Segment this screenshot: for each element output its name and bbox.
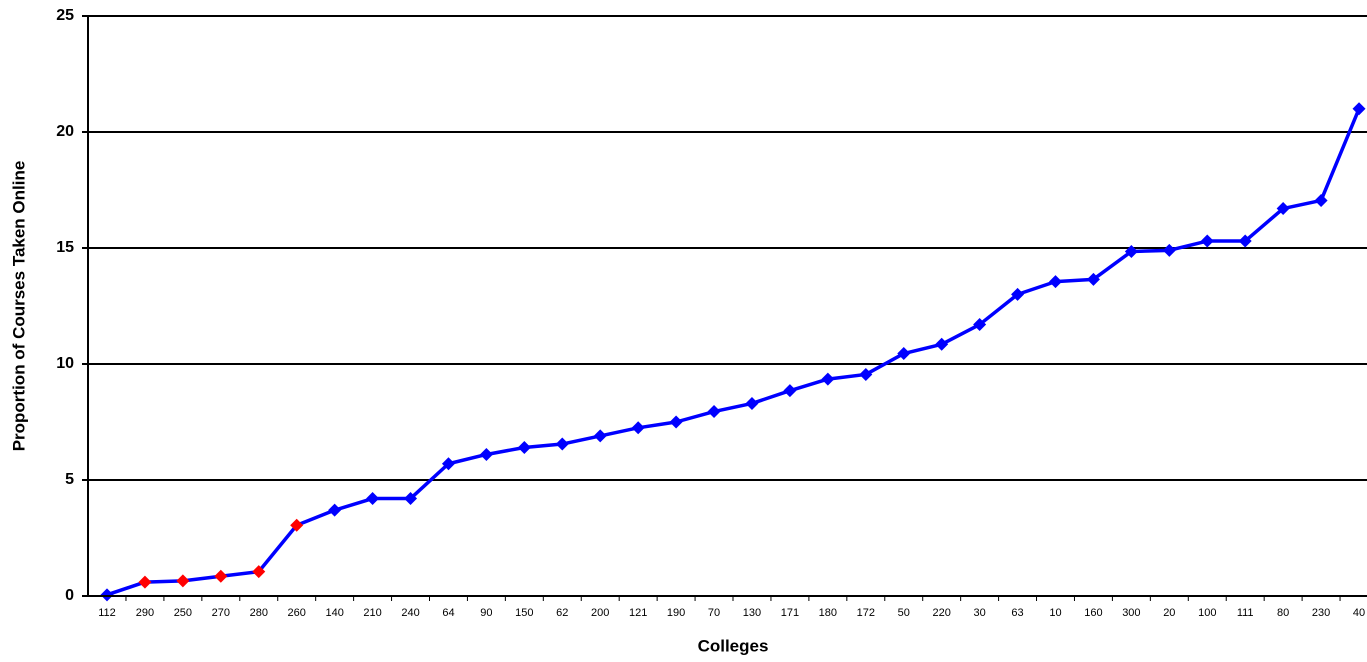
x-tick-label: 160 <box>1084 607 1102 619</box>
x-tick-label: 112 <box>98 607 116 619</box>
data-point <box>973 318 987 332</box>
data-point <box>631 421 645 435</box>
x-tick-label: 200 <box>591 607 609 619</box>
x-tick-label: 240 <box>401 607 419 619</box>
data-point <box>669 415 683 429</box>
y-tick-label: 15 <box>56 239 74 256</box>
x-tick-label: 260 <box>288 607 306 619</box>
data-point <box>1238 234 1252 248</box>
x-tick-label: 40 <box>1353 607 1365 619</box>
x-tick-label: 80 <box>1277 607 1289 619</box>
x-tick-label: 250 <box>174 607 192 619</box>
y-axis-title: Proportion of Courses Taken Online <box>9 161 28 452</box>
y-tick-label: 0 <box>65 587 74 604</box>
x-tick-label: 111 <box>1237 607 1254 619</box>
x-axis-title: Colleges <box>698 636 769 655</box>
x-tick-label: 171 <box>781 607 799 619</box>
x-tick-label: 10 <box>1049 607 1061 619</box>
data-point <box>593 429 607 443</box>
x-tick-label: 150 <box>515 607 533 619</box>
x-tick-label: 140 <box>325 607 343 619</box>
x-tick-label: 50 <box>898 607 910 619</box>
data-point <box>935 337 949 351</box>
data-point <box>1276 202 1290 216</box>
x-tick-label: 270 <box>212 607 230 619</box>
series-line <box>106 108 1361 597</box>
data-point <box>783 384 797 398</box>
x-tick-label: 20 <box>1163 607 1175 619</box>
data-point <box>1314 193 1328 207</box>
data-point <box>897 347 911 361</box>
data-point <box>290 518 304 532</box>
data-point <box>555 437 569 451</box>
x-tick-label: 210 <box>363 607 381 619</box>
data-point <box>214 569 228 583</box>
data-point <box>176 574 190 588</box>
x-tick-label: 130 <box>743 607 761 619</box>
x-tick-label: 63 <box>1011 607 1023 619</box>
x-tick-label: 172 <box>857 607 875 619</box>
data-point <box>517 441 531 455</box>
x-tick-label: 220 <box>933 607 951 619</box>
x-tick-label: 280 <box>250 607 268 619</box>
data-point <box>441 457 455 471</box>
data-point <box>1162 243 1176 257</box>
x-tick-label: 190 <box>667 607 685 619</box>
data-point <box>1086 272 1100 286</box>
x-tick-label: 70 <box>708 607 720 619</box>
data-point <box>100 588 114 602</box>
y-tick-label: 25 <box>56 7 74 24</box>
x-tick-label: 64 <box>442 607 454 619</box>
y-tick-label: 10 <box>56 355 74 372</box>
x-tick-label: 230 <box>1312 607 1330 619</box>
data-point <box>404 492 418 506</box>
y-tick-label: 5 <box>65 471 74 488</box>
x-tick-label: 180 <box>819 607 837 619</box>
data-point <box>1200 234 1214 248</box>
data-point <box>821 372 835 386</box>
x-tick-label: 90 <box>480 607 492 619</box>
data-point <box>859 367 873 381</box>
data-point <box>138 575 152 589</box>
data-point <box>707 405 721 419</box>
y-tick-label: 20 <box>56 123 74 140</box>
x-tick-label: 300 <box>1122 607 1140 619</box>
data-point <box>1124 244 1138 258</box>
data-point <box>479 447 493 461</box>
x-tick-label: 290 <box>136 607 154 619</box>
x-tick-label: 62 <box>556 607 568 619</box>
data-point <box>328 503 342 517</box>
data-point <box>366 492 380 506</box>
x-tick-label: 100 <box>1198 607 1216 619</box>
x-tick-label: 30 <box>973 607 985 619</box>
x-tick-label: 121 <box>629 607 647 619</box>
data-point <box>1011 287 1025 301</box>
data-point <box>252 565 266 579</box>
data-point <box>745 396 759 410</box>
data-point <box>1049 275 1062 289</box>
data-point <box>1352 102 1366 116</box>
